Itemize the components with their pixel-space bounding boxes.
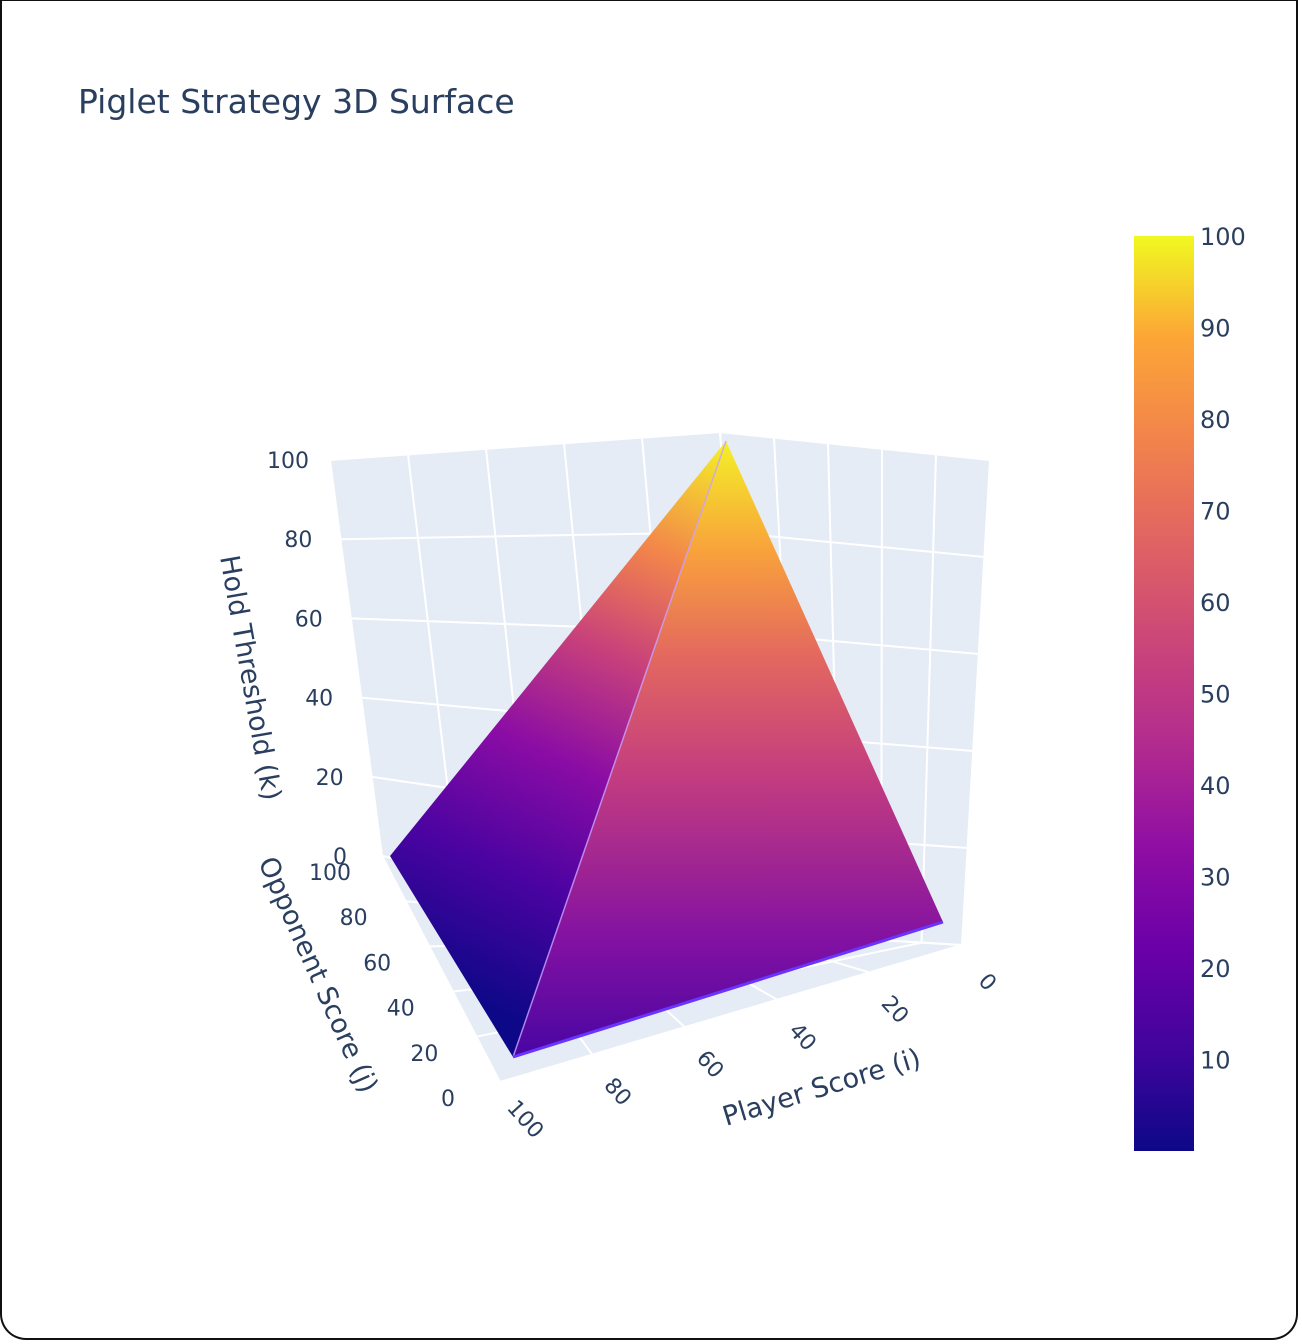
grid-line: [329, 431, 721, 461]
colorbar-tick-label: 70: [1200, 498, 1231, 526]
x-tick-label: 20: [876, 991, 913, 1029]
x-tick-label: 100: [501, 1096, 548, 1144]
colorbar-tick-label: 30: [1200, 864, 1231, 892]
colorbar-tick-label: 20: [1200, 955, 1231, 983]
x-tick-label: 0: [973, 969, 1001, 996]
y-tick-label: 80: [340, 906, 368, 931]
colorbar-tick-label: 60: [1200, 589, 1231, 617]
x-tick-label: 40: [783, 1019, 820, 1057]
colorbar-tick-label: 50: [1200, 681, 1231, 709]
z-tick-label: 60: [295, 607, 323, 632]
colorbar-ticks: 10 20 30 40 50 60 70 80 90 100: [1200, 223, 1246, 1075]
z-tick-label: 0: [333, 845, 347, 870]
colorbar-tick-label: 10: [1200, 1047, 1231, 1075]
grid-line: [727, 531, 985, 558]
grid-line: [961, 459, 991, 946]
colorbar-tick-label: 90: [1200, 315, 1231, 343]
x-axis-title: Player Score (i): [719, 1043, 924, 1133]
surface: [390, 440, 944, 1059]
grid-line: [920, 454, 937, 943]
y-tick-label: 60: [363, 951, 391, 976]
surface-face-left: [390, 441, 726, 1057]
colorbar: 10 20 30 40 50 60 70 80 90 100: [1134, 223, 1246, 1151]
grid-line: [499, 944, 963, 1083]
z-tick-label: 80: [284, 528, 312, 553]
grid-line: [381, 855, 501, 1083]
grid-line: [719, 431, 991, 461]
surface-base-edge: [512, 920, 944, 1059]
colorbar-tick-label: 100: [1200, 223, 1246, 251]
x-tick-label: 80: [599, 1073, 636, 1111]
colorbar-tick-label: 40: [1200, 772, 1231, 800]
y-tick-label: 100: [309, 861, 351, 886]
y-tick-label: 20: [410, 1042, 438, 1067]
surface-face-right: [513, 441, 943, 1057]
y-tick-label: 0: [441, 1087, 455, 1112]
z-tick-label: 20: [316, 766, 344, 791]
z-tick-label: 100: [267, 449, 309, 474]
colorbar-tick-label: 80: [1200, 406, 1231, 434]
z-axis-title: Hold Threshold (k): [213, 553, 287, 803]
chart-title: Piglet Strategy 3D Surface: [78, 82, 515, 121]
colorbar-gradient: [1134, 236, 1194, 1151]
y-tick-label: 40: [387, 997, 415, 1022]
surface-ridge-line: [512, 440, 727, 1058]
z-tick-label: 40: [305, 687, 333, 712]
grid-line: [329, 459, 383, 857]
x-tick-label: 60: [691, 1046, 728, 1084]
